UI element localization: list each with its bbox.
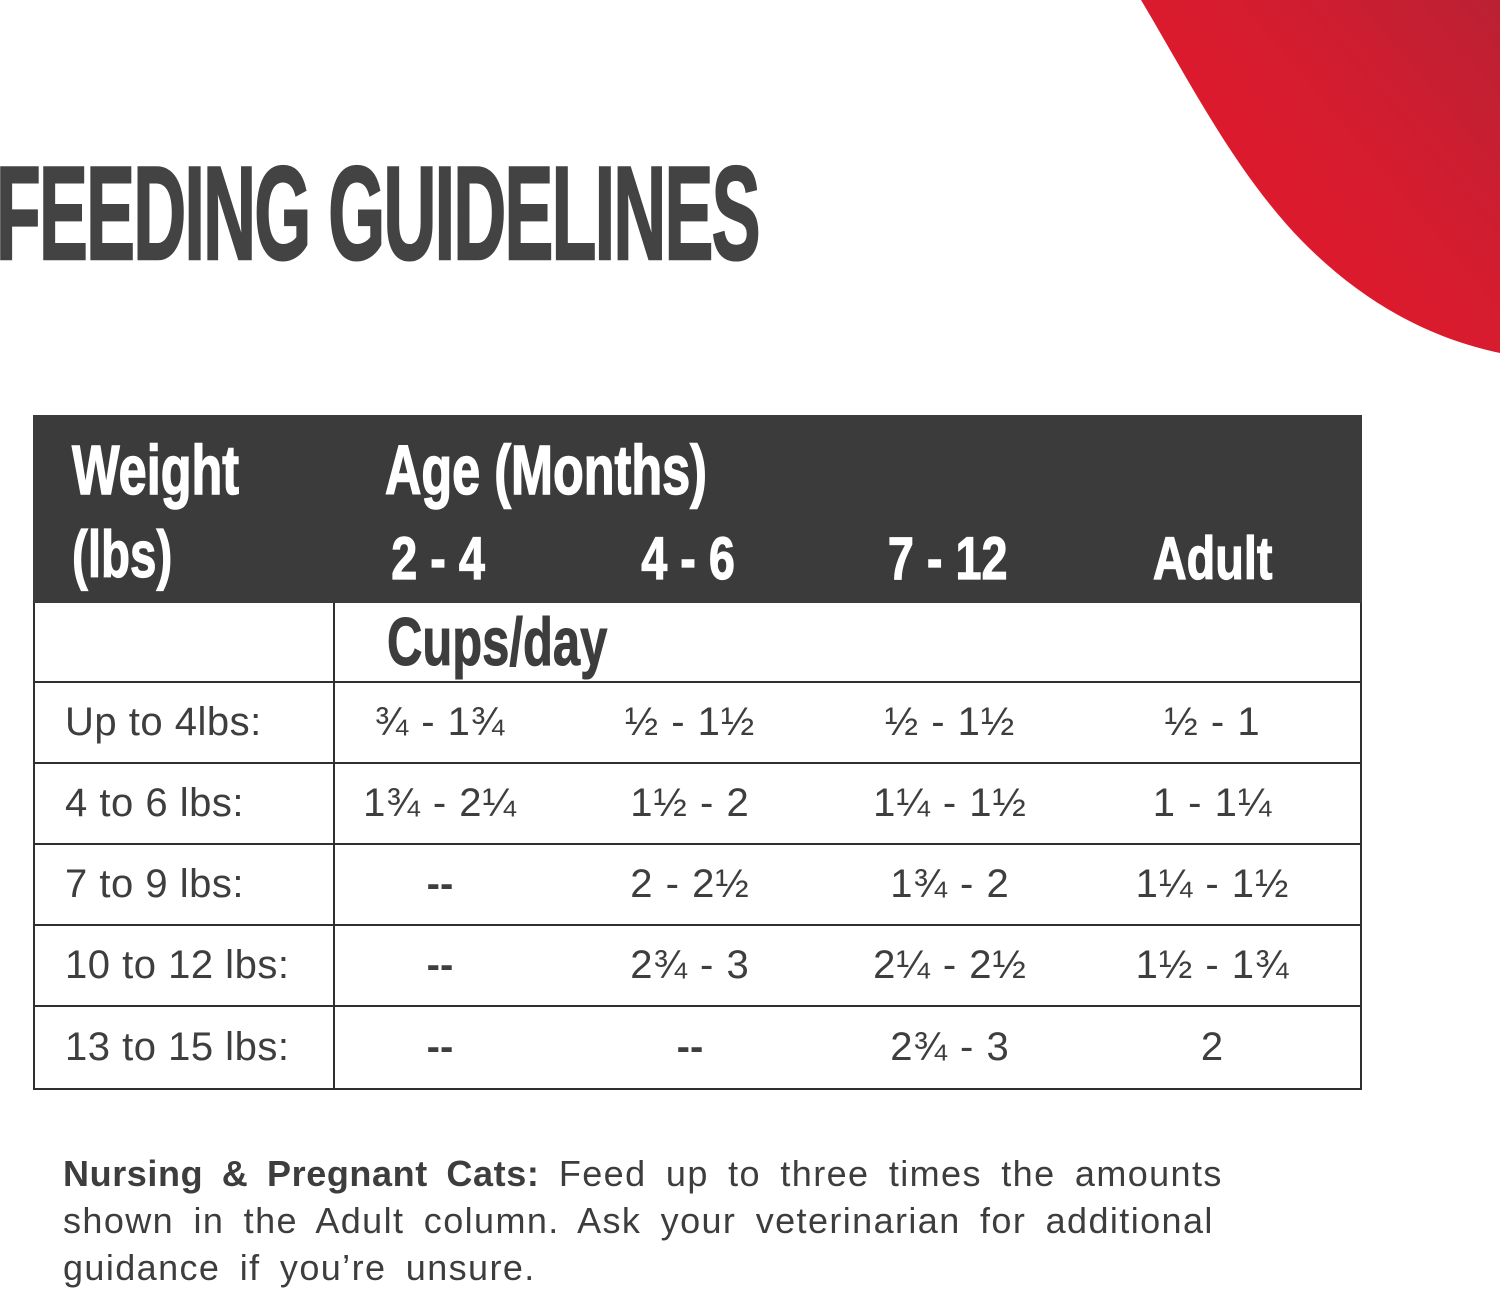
units-label-cell: Cups/day	[387, 604, 608, 680]
cups-value: 2¾ - 3	[890, 1025, 1010, 1069]
cups-value: ½ - 1½	[624, 700, 756, 744]
weight-unit-label: (lbs)	[72, 517, 173, 591]
table-row: 4 to 6 lbs: 1¾ - 2¼ 1½ - 2 1¼ - 1½ 1 - 1…	[35, 764, 1360, 845]
cups-value: --	[426, 943, 454, 987]
cups-value: 1 - 1¼	[1152, 781, 1273, 825]
col-header-7-12: 7 - 12	[888, 525, 1009, 592]
units-row: Cups/day	[35, 603, 1360, 683]
col-header-2-4: 2 - 4	[391, 525, 486, 592]
note-line-1: Nursing & Pregnant Cats: Feed up to thre…	[63, 1153, 1223, 1194]
table-row: Up to 4lbs: ¾ - 1¾ ½ - 1½ ½ - 1½ ½ - 1	[35, 683, 1360, 764]
cups-value: 2¼ - 2½	[873, 943, 1027, 987]
cups-value: 1¾ - 2	[890, 862, 1010, 906]
weight-range-label: 13 to 15 lbs:	[35, 1007, 335, 1088]
feeding-table-header: Weight (lbs) Age (Months) 2 - 4 4 - 6 7 …	[33, 415, 1362, 603]
cups-value: --	[426, 1025, 454, 1069]
cups-value: 2¾ - 3	[630, 943, 750, 987]
col-header-adult: Adult	[1152, 525, 1273, 592]
weight-range-label: 10 to 12 lbs:	[35, 926, 335, 1005]
weight-range-label: Up to 4lbs:	[35, 683, 335, 762]
cups-value: --	[676, 1025, 704, 1069]
feeding-table-body: Cups/day Up to 4lbs: ¾ - 1¾ ½ - 1½ ½ - 1…	[33, 603, 1362, 1090]
note-line-2: shown in the Adult column. Ask your vete…	[63, 1200, 1214, 1241]
feeding-table: Weight (lbs) Age (Months) 2 - 4 4 - 6 7 …	[33, 415, 1362, 1090]
cups-value: 1¼ - 1½	[1135, 862, 1290, 906]
spacer-cell	[33, 529, 333, 589]
cups-value: --	[426, 862, 454, 906]
weight-column-header: Weight	[71, 431, 240, 509]
cups-value: 1¾ - 2¼	[363, 781, 517, 825]
page-title: FEEDING GUIDELINES	[0, 140, 1383, 288]
cups-value: ½ - 1½	[884, 700, 1016, 744]
weight-range-label: 7 to 9 lbs:	[35, 845, 335, 924]
nursing-pregnant-note: Nursing & Pregnant Cats: Feed up to thre…	[63, 1150, 1423, 1291]
table-row: 10 to 12 lbs: -- 2¾ - 3 2¼ - 2½ 1½ - 1¾	[35, 926, 1360, 1007]
weight-range-label: 4 to 6 lbs:	[35, 764, 335, 843]
cups-value: ½ - 1	[1164, 700, 1261, 744]
note-lead-bold: Nursing & Pregnant Cats:	[63, 1153, 540, 1194]
col-header-4-6: 4 - 6	[641, 525, 736, 592]
cups-value: ¾ - 1¾	[374, 700, 506, 744]
page-title-text: FEEDING GUIDELINES	[0, 140, 761, 288]
table-row: 7 to 9 lbs: -- 2 - 2½ 1¾ - 2 1¼ - 1½	[35, 845, 1360, 926]
cups-value: 1½ - 2	[630, 781, 750, 825]
age-column-labels: 2 - 4 4 - 6 7 - 12 Adult	[33, 525, 1362, 592]
table-row: 13 to 15 lbs: -- -- 2¾ - 3 2	[35, 1007, 1360, 1088]
cups-value: 2 - 2½	[630, 862, 750, 906]
cups-value: 1¼ - 1½	[873, 781, 1027, 825]
cups-value: 1½ - 1¾	[1135, 943, 1290, 987]
age-months-header: Age (Months)	[384, 431, 707, 509]
empty-weight-cell	[35, 603, 335, 681]
note-line-3: guidance if you’re unsure.	[63, 1247, 536, 1288]
cups-value: 2	[1200, 1025, 1225, 1069]
